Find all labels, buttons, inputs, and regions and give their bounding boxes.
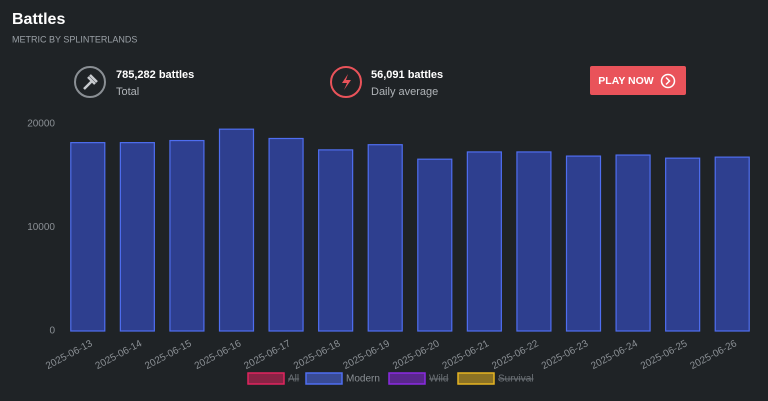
bar	[565, 155, 602, 332]
legend-label: Survival	[498, 374, 534, 385]
bar	[714, 156, 750, 332]
y-tick-label: 0	[49, 326, 55, 337]
bar	[119, 142, 155, 332]
bar	[466, 151, 502, 332]
legend-swatch	[457, 372, 495, 385]
bar	[615, 154, 651, 332]
arrow-icon	[660, 73, 676, 89]
bar	[268, 137, 304, 332]
legend-swatch	[247, 372, 285, 385]
legend-label: Modern	[346, 374, 380, 385]
lightning-icon	[342, 74, 351, 90]
button-label[interactable]: PLAY NOW	[598, 75, 654, 87]
stat-value: 785,282 battles	[116, 69, 194, 81]
icon-circle	[74, 66, 106, 98]
bar	[70, 142, 106, 332]
y-tick-label: 10000	[27, 222, 55, 233]
bar	[665, 157, 701, 332]
bar	[218, 128, 255, 332]
hammer-icon	[83, 74, 98, 90]
legend-label: All	[288, 374, 299, 385]
bar	[367, 144, 403, 332]
bar	[516, 151, 552, 332]
button-bg[interactable]	[590, 66, 686, 95]
legend-swatch	[305, 372, 343, 385]
bar	[169, 139, 205, 332]
icon-circle	[330, 66, 362, 98]
legend-swatch	[388, 372, 426, 385]
stat-total: 785,282 battles Total	[74, 66, 194, 98]
stat-label: Daily average	[371, 86, 438, 98]
bar	[318, 149, 354, 332]
y-tick-label: 20000	[27, 119, 55, 130]
arrow-icon	[665, 76, 671, 86]
title: Battles	[12, 11, 65, 28]
stat-label: Total	[116, 86, 139, 98]
bar	[417, 158, 453, 332]
stat-average: 56,091 battles Daily average	[330, 66, 443, 98]
legend-label: Wild	[429, 374, 448, 385]
play-button[interactable]: PLAY NOW	[590, 66, 686, 95]
stat-value: 56,091 battles	[371, 69, 443, 81]
subtitle: METRIC BY SPLINTERLANDS	[12, 34, 137, 44]
